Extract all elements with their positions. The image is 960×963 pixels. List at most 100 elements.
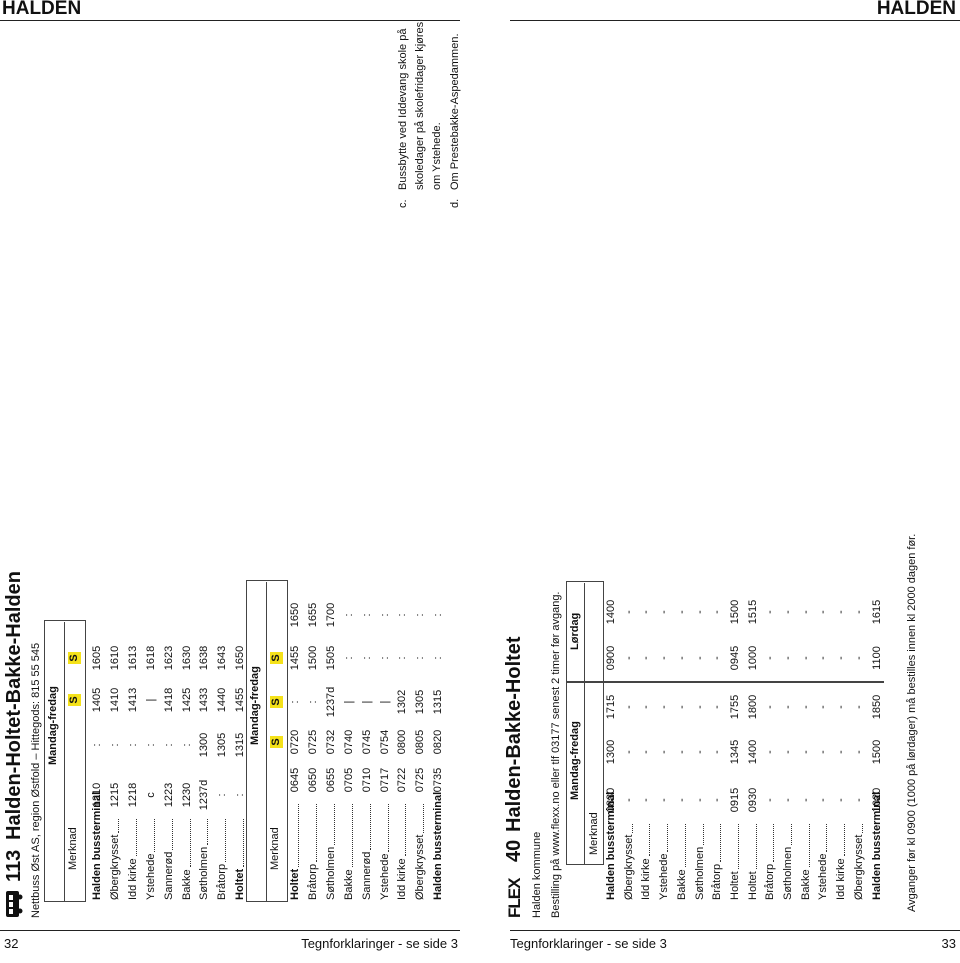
time: 0754	[378, 729, 391, 755]
time: 1210	[91, 782, 103, 808]
note-line: om Ystehede.	[431, 122, 443, 190]
time: -	[622, 750, 635, 754]
time: -	[658, 705, 671, 709]
time: -	[658, 750, 671, 754]
time: 0915	[728, 787, 741, 813]
stop-name: Bakke	[342, 869, 355, 900]
stop-name: Søtholmen	[782, 846, 794, 900]
leader	[844, 824, 846, 857]
time: 1000	[746, 645, 759, 671]
time: 0745	[360, 729, 373, 755]
time: 0655	[324, 767, 337, 793]
time: 0705	[342, 767, 355, 793]
school-marker: S	[270, 696, 283, 708]
leader	[667, 824, 669, 852]
stop-row: Bråtorp	[306, 802, 320, 900]
time: 1215	[108, 782, 121, 808]
stop-name: Ystehede	[817, 853, 830, 900]
time: -	[640, 656, 653, 660]
time: :	[126, 743, 139, 747]
time: 1425	[180, 687, 193, 713]
time: 1302	[396, 689, 409, 715]
stop-name: Idd kirke	[835, 858, 848, 900]
leader	[333, 804, 335, 845]
stop-name: Bråtorp	[216, 863, 229, 900]
time: -	[817, 705, 830, 709]
time: -	[675, 610, 688, 614]
stop-name: Ystehede	[378, 853, 391, 900]
leader	[737, 824, 739, 870]
school-marker: S	[68, 694, 81, 706]
time: -	[658, 798, 671, 802]
time: 1315	[234, 732, 247, 758]
route-subtitle: Halden kommune	[531, 831, 543, 918]
time: 1410	[108, 687, 121, 713]
leader	[225, 819, 227, 862]
leader	[826, 824, 828, 852]
time: 0722	[396, 767, 409, 793]
time: :	[342, 613, 355, 617]
page-number: 32	[4, 936, 19, 951]
time: :	[108, 743, 121, 747]
school-marker: S	[270, 652, 283, 664]
stop-name: Søtholmen	[324, 846, 337, 900]
route-number: 113	[3, 849, 25, 882]
time: |	[360, 700, 373, 704]
time: -	[711, 798, 724, 802]
time: 1230	[180, 782, 193, 808]
leader	[117, 819, 119, 833]
time: 1505	[324, 645, 337, 671]
stop-row: Bakke	[675, 822, 689, 900]
time: 0945	[728, 645, 741, 671]
footer-rule	[0, 930, 460, 931]
time: -	[658, 610, 671, 614]
time: -	[640, 705, 653, 709]
period-label: Mandag-fredag	[249, 666, 261, 745]
leader	[702, 824, 704, 845]
stop-row: Halden bussterminal	[90, 792, 104, 900]
leader	[423, 804, 425, 833]
time: -	[835, 610, 848, 614]
stop-row: Søtholmen	[693, 822, 707, 900]
time: -	[852, 610, 865, 614]
time: 1623	[162, 645, 175, 671]
time: 0725	[306, 729, 319, 755]
leader	[773, 824, 775, 862]
time: 1237d	[324, 686, 337, 718]
stop-name: Bakke	[180, 869, 193, 900]
stop-name: Bakke	[799, 869, 812, 900]
time: -	[782, 705, 794, 709]
stop-name: Øbergkrysset	[852, 834, 865, 900]
time: :	[396, 656, 409, 660]
time: -	[852, 656, 865, 660]
time: 1500	[728, 599, 741, 625]
note-key: d.	[449, 198, 461, 208]
time: -	[799, 750, 812, 754]
footer-text: Tegnforklaringer - se side 3	[510, 936, 667, 951]
stop-row: Sannerød	[360, 802, 374, 900]
time: 1405	[91, 687, 103, 713]
stop-row: Sannerød	[162, 817, 176, 900]
time: :	[144, 743, 157, 747]
time: -	[693, 750, 706, 754]
time: -	[640, 798, 653, 802]
leader	[153, 819, 155, 852]
time: 1300	[198, 732, 211, 758]
time: -	[675, 798, 688, 802]
stop-row: Bråtorp	[710, 822, 724, 900]
time: -	[675, 705, 688, 709]
leader	[243, 819, 245, 867]
time: |	[144, 698, 157, 702]
time: 0800	[396, 729, 409, 755]
time: 0645	[289, 767, 301, 793]
time: 1218	[126, 782, 139, 808]
time: -	[658, 656, 671, 660]
leader	[315, 804, 317, 862]
route-subtitle: Nettbuss Øst AS, region Østfold – Hitteg…	[30, 642, 42, 918]
time: :	[342, 656, 355, 660]
time: 0710	[360, 767, 373, 793]
time: c	[144, 792, 157, 798]
time: -	[693, 656, 706, 660]
stop-row: Halden bussterminal	[870, 792, 884, 900]
